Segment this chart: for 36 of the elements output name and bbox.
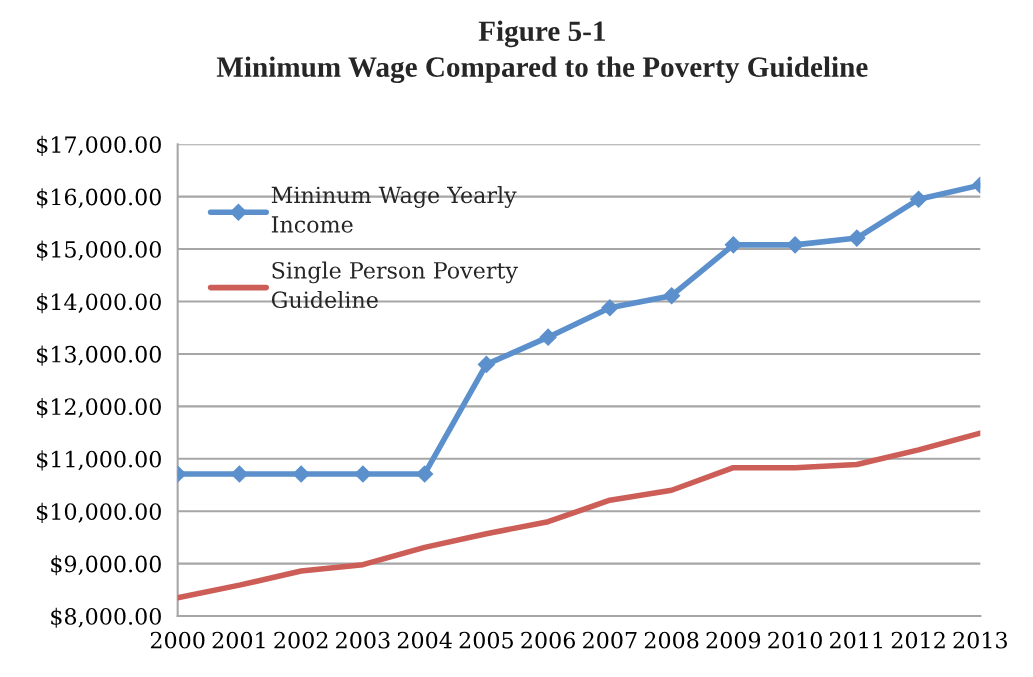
y-tick-label: $17,000.00 (37, 135, 161, 156)
y-tick-label: $14,000.00 (37, 293, 161, 314)
point (662, 286, 681, 305)
chart-subtitle: Minimum Wage Compared to the Poverty Guideline (216, 56, 868, 84)
y-tick-label: $10,000.00 (37, 502, 161, 523)
point (292, 465, 310, 483)
x-tick-label: 2005 (459, 631, 513, 649)
x-tick-label: 2007 (583, 631, 637, 649)
point (539, 328, 557, 346)
x-tick-label: 2010 (768, 631, 822, 649)
x-tick-label: 2013 (953, 631, 1007, 649)
x-tick-label: 2006 (521, 631, 575, 649)
x-tick-label: 2009 (706, 631, 761, 649)
x-tick-label: 2001 (212, 631, 265, 649)
legend-label: Single Person Poverty Guideline (271, 261, 518, 309)
point (601, 298, 619, 317)
y-tick-label: $11,000.00 (37, 450, 161, 471)
point (909, 190, 928, 209)
x-tick-label: 2002 (274, 631, 328, 649)
y-tick-label: $9,000.00 (51, 555, 161, 576)
legend-label: Mininum Wage Yearly Income (271, 186, 517, 233)
y-tick-label: $16,000.00 (37, 188, 161, 209)
point (477, 355, 496, 374)
y-tick-label: $15,000.00 (37, 240, 161, 261)
chart-title: Figure 5-1 (478, 20, 605, 48)
point (786, 236, 804, 254)
y-tick-label: $12,000.00 (37, 397, 161, 419)
x-tick-label: 2011 (830, 631, 882, 649)
x-tick-label: 2012 (891, 631, 945, 649)
point (354, 465, 372, 483)
y-tick-label: $8,000.00 (51, 607, 161, 628)
x-tick-label: 2004 (397, 631, 452, 649)
x-tick-label: 2008 (644, 631, 699, 649)
y-tick-label: $13,000.00 (37, 345, 161, 366)
x-tick-label: 2000 (150, 631, 205, 649)
x-tick-label: 2003 (336, 631, 390, 649)
